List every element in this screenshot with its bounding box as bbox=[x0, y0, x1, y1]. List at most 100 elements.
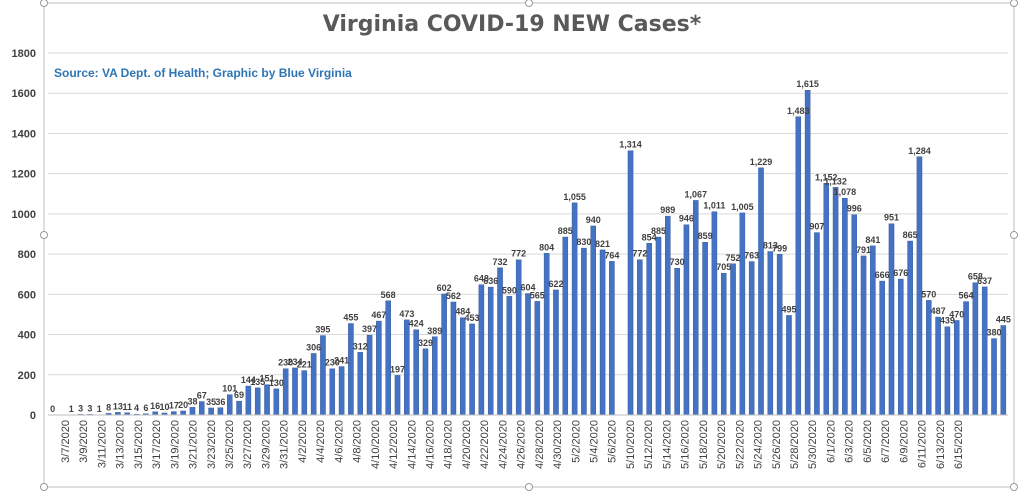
x-tick-label: 4/4/2020 bbox=[315, 420, 327, 463]
data-label: 907 bbox=[809, 222, 824, 232]
data-label: 565 bbox=[530, 290, 545, 300]
x-tick-label: 4/22/2020 bbox=[479, 420, 491, 469]
data-label: 705 bbox=[716, 262, 731, 272]
bar bbox=[786, 315, 792, 416]
data-label: 13 bbox=[113, 401, 123, 411]
x-tick-label: 5/2/2020 bbox=[570, 420, 582, 463]
x-tick-label: 6/5/2020 bbox=[862, 420, 874, 463]
x-tick-label: 4/2/2020 bbox=[297, 420, 309, 463]
data-label: 69 bbox=[234, 390, 244, 400]
x-tick-label: 5/12/2020 bbox=[643, 420, 655, 469]
bar bbox=[991, 338, 997, 416]
x-tick-label: 4/6/2020 bbox=[333, 420, 345, 463]
resize-handle[interactable] bbox=[1010, 483, 1018, 491]
bar bbox=[981, 286, 988, 416]
data-label: 10 bbox=[159, 402, 169, 412]
x-tick-label: 4/8/2020 bbox=[352, 420, 364, 463]
data-label: 752 bbox=[726, 253, 741, 263]
x-tick-label: 5/28/2020 bbox=[789, 420, 801, 469]
bar bbox=[478, 284, 485, 416]
x-tick-label: 4/14/2020 bbox=[406, 420, 418, 469]
resize-handle[interactable] bbox=[40, 231, 48, 239]
data-label: 1,005 bbox=[731, 202, 754, 212]
bar bbox=[739, 212, 746, 416]
data-label: 940 bbox=[586, 215, 601, 225]
x-tick-label: 5/22/2020 bbox=[734, 420, 746, 469]
data-label: 764 bbox=[604, 250, 619, 260]
data-label: 1,284 bbox=[908, 146, 931, 156]
data-label: 859 bbox=[698, 231, 713, 241]
data-label: 804 bbox=[539, 242, 554, 252]
resize-handle[interactable] bbox=[1010, 231, 1018, 239]
bar bbox=[236, 400, 242, 416]
data-label: 473 bbox=[399, 309, 414, 319]
bar bbox=[432, 336, 438, 416]
x-tick-label: 5/16/2020 bbox=[680, 420, 692, 469]
data-label: 67 bbox=[197, 391, 207, 401]
data-label: 312 bbox=[353, 341, 368, 351]
data-label: 306 bbox=[306, 342, 321, 352]
data-label: 35 bbox=[206, 397, 216, 407]
bar bbox=[404, 319, 410, 416]
y-tick-label: 600 bbox=[18, 289, 36, 301]
data-label: 230 bbox=[278, 358, 293, 368]
bar bbox=[953, 320, 960, 416]
x-tick-label: 5/26/2020 bbox=[771, 420, 783, 469]
data-label: 1,229 bbox=[750, 157, 773, 167]
data-label: 197 bbox=[390, 364, 405, 374]
resize-handle[interactable] bbox=[1010, 0, 1018, 7]
x-tick-label: 4/12/2020 bbox=[388, 420, 400, 469]
selection-handles[interactable] bbox=[40, 0, 1018, 491]
bar bbox=[385, 300, 391, 416]
data-label: 854 bbox=[642, 232, 657, 242]
data-label: 636 bbox=[483, 276, 498, 286]
resize-handle[interactable] bbox=[40, 0, 48, 7]
bar bbox=[944, 326, 951, 416]
bar bbox=[776, 254, 783, 416]
bar bbox=[292, 367, 298, 416]
bar bbox=[646, 243, 652, 416]
resize-handle[interactable] bbox=[40, 483, 48, 491]
data-label: 38 bbox=[187, 396, 197, 406]
x-tick-label: 6/7/2020 bbox=[880, 420, 892, 463]
data-label: 602 bbox=[437, 283, 452, 293]
data-label: 241 bbox=[334, 356, 349, 366]
data-label: 470 bbox=[949, 309, 964, 319]
data-label: 648 bbox=[474, 274, 489, 284]
bar bbox=[469, 323, 475, 416]
bar bbox=[599, 249, 606, 416]
data-label: 230 bbox=[325, 358, 340, 368]
data-label: 151 bbox=[260, 374, 275, 384]
x-tick-label: 3/27/2020 bbox=[242, 420, 254, 469]
y-tick-label: 1600 bbox=[12, 88, 36, 100]
y-tick-label: 200 bbox=[18, 370, 36, 382]
bar bbox=[543, 253, 550, 416]
x-tick-label: 5/20/2020 bbox=[716, 420, 728, 469]
x-tick-label: 3/15/2020 bbox=[133, 420, 145, 469]
data-label: 234 bbox=[287, 357, 302, 367]
resize-handle[interactable] bbox=[525, 0, 533, 7]
bar bbox=[674, 267, 680, 416]
bar bbox=[180, 410, 186, 416]
x-tick-label: 4/28/2020 bbox=[534, 420, 546, 469]
x-tick-label: 6/1/2020 bbox=[825, 420, 837, 463]
bar bbox=[450, 301, 457, 416]
resize-handle[interactable] bbox=[525, 483, 533, 491]
data-label: 570 bbox=[921, 289, 936, 299]
bars bbox=[68, 90, 1007, 416]
bar bbox=[702, 242, 708, 416]
data-label: 453 bbox=[465, 313, 480, 323]
bar bbox=[730, 263, 736, 416]
bar bbox=[627, 150, 634, 416]
data-label: 329 bbox=[418, 338, 433, 348]
data-label: 951 bbox=[884, 213, 899, 223]
data-label: 622 bbox=[548, 279, 563, 289]
bar bbox=[320, 335, 326, 416]
bar bbox=[898, 278, 904, 416]
bar bbox=[926, 300, 932, 416]
bar bbox=[282, 368, 289, 416]
y-tick-label: 0 bbox=[30, 410, 36, 422]
x-tick-label: 4/10/2020 bbox=[370, 420, 382, 469]
